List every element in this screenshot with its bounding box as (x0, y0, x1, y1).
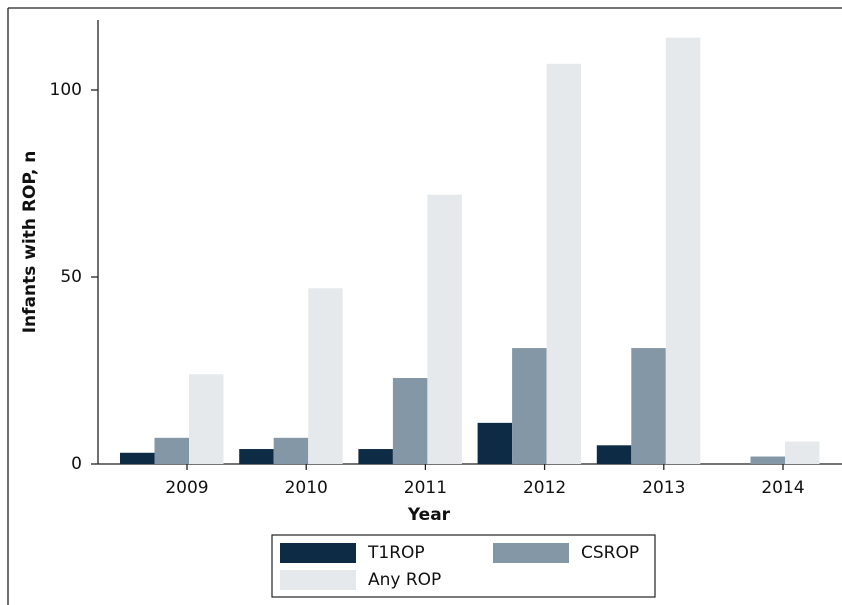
x-tick-label: 2011 (404, 478, 447, 498)
bar (358, 449, 393, 464)
x-tick-label: 2014 (761, 478, 804, 498)
legend-label: Any ROP (368, 570, 441, 590)
x-axis-title: Year (407, 505, 451, 525)
y-tick-label: 0 (71, 454, 82, 474)
legend-swatch (493, 543, 569, 563)
bar (512, 348, 547, 464)
bar (631, 348, 666, 464)
bar (665, 37, 701, 464)
x-tick-label: 2010 (285, 478, 328, 498)
bar (392, 377, 428, 464)
legend-swatch (280, 570, 356, 590)
bar (273, 437, 309, 464)
legend-label: T1ROP (367, 543, 425, 563)
y-axis-title: Infants with ROP, n (20, 151, 40, 334)
bar (308, 288, 343, 464)
x-tick-label: 2013 (642, 478, 685, 498)
bar (120, 452, 155, 464)
x-tick-label: 2012 (523, 478, 566, 498)
legend-label: CSROP (581, 543, 639, 563)
x-tick-label: 2009 (165, 478, 208, 498)
bar (785, 441, 820, 464)
bar (154, 437, 189, 464)
bar (239, 449, 274, 464)
legend-swatch (280, 543, 356, 563)
bar (750, 456, 785, 464)
bar (596, 445, 632, 464)
bar (546, 63, 582, 464)
y-tick-label: 50 (60, 267, 82, 287)
bar (427, 194, 462, 464)
bar (477, 422, 513, 464)
y-tick-label: 100 (50, 80, 82, 100)
bar (189, 374, 224, 464)
